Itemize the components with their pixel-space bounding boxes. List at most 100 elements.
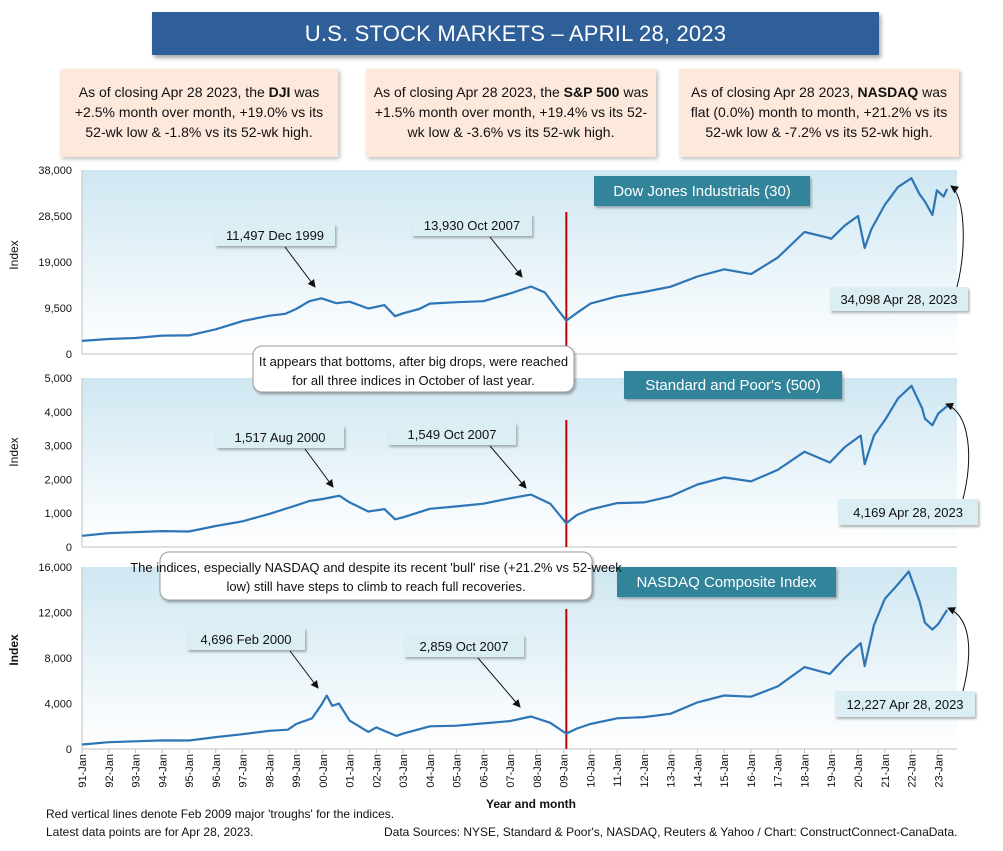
x-tick-label: 16-Jan	[746, 754, 758, 788]
nasdaq-annotation-arrow	[477, 657, 521, 708]
sp500-y-axis-label: Index	[7, 437, 21, 466]
dji-annotation-box	[412, 214, 532, 236]
sp500-y-tick-label: 3,000	[44, 441, 72, 453]
summary-sp500-post: was +1.5% month over month, +19.4% vs it…	[374, 84, 649, 140]
sp500-annotation-box	[216, 426, 344, 448]
footer-sources: Data Sources: NYSE, Standard & Poor's, N…	[384, 825, 958, 839]
x-tick-label: 98-Jan	[264, 754, 276, 788]
dji-y-tick-label: 19,000	[38, 257, 72, 269]
x-tick-label: 11-Jan	[612, 754, 624, 787]
dji-y-tick-label: 38,000	[38, 165, 72, 177]
x-tick-label: 00-Jan	[318, 754, 330, 788]
summary-dji-bold: DJI	[268, 84, 291, 100]
x-tick-label: 95-Jan	[184, 754, 196, 788]
sp500-annotation-box	[388, 423, 516, 445]
nasdaq-y-tick-label: 0	[66, 744, 72, 756]
x-tick-label: 97-Jan	[238, 754, 250, 788]
x-tick-label: 15-Jan	[719, 754, 731, 788]
sp500-annotation-arrow	[945, 402, 970, 500]
nasdaq-y-tick-label: 4,000	[44, 699, 72, 711]
sp500-y-tick-label: 4,000	[44, 407, 72, 419]
x-tick-label: 23-Jan	[933, 754, 945, 788]
nasdaq-series-line	[81, 570, 949, 746]
dji-annotation-box	[830, 287, 968, 311]
callout-bottoms-box	[252, 345, 575, 393]
summary-dji-post: was +2.5% month over month, +19.0% vs it…	[74, 84, 324, 140]
summary-dji-pre: As of closing Apr 28 2023, the	[78, 84, 269, 100]
x-tick-label: 07-Jan	[505, 754, 517, 788]
nasdaq-y-tick-label: 16,000	[38, 562, 72, 574]
sp500-title-box	[624, 371, 842, 399]
nasdaq-y-tick-label: 12,000	[38, 608, 72, 620]
sp500-y-tick-label: 0	[66, 542, 72, 554]
dji-y-axis-label: Index	[7, 240, 21, 269]
nasdaq-annotation-arrow	[947, 607, 970, 692]
x-tick-label: 12-Jan	[639, 754, 651, 788]
x-tick-label: 18-Jan	[799, 754, 811, 788]
dji-y-tick-label: 28,500	[38, 211, 72, 223]
dji-annotation-label: 13,930 Oct 2007	[424, 218, 520, 233]
sp500-annotation-arrow	[304, 448, 334, 488]
x-tick-label: 13-Jan	[666, 754, 678, 788]
sp500-annotation-box	[838, 499, 978, 525]
nasdaq-annotation-label: 2,859 Oct 2007	[420, 639, 509, 654]
footer-note-troughs: Red vertical lines denote Feb 2009 major…	[46, 807, 395, 821]
nasdaq-annotation-box	[187, 628, 305, 650]
dji-annotation-box	[215, 224, 335, 246]
dji-y-tick-label: 9,500	[44, 303, 72, 315]
sp500-y-tick-label: 2,000	[44, 474, 72, 486]
footer-note-latest: Latest data points are for Apr 28, 2023.	[46, 825, 254, 839]
x-tick-label: 01-Jan	[345, 754, 357, 788]
nasdaq-y-axis-label: Index	[7, 634, 21, 666]
callout-bottoms-text: for all three indices in October of last…	[292, 373, 535, 388]
dji-annotation-label: 34,098 Apr 28, 2023	[840, 292, 957, 307]
callout-recovery-text: low) still have steps to climb to reach …	[226, 579, 525, 594]
summary-sp500: As of closing Apr 28 2023, the S&P 500 w…	[366, 69, 656, 157]
sp500-annotation-label: 4,169 Apr 28, 2023	[853, 505, 963, 520]
x-tick-label: 91-Jan	[77, 754, 89, 788]
dji-chart-title: Dow Jones Industrials (30)	[613, 183, 791, 200]
sp500-series-line	[81, 384, 948, 537]
x-tick-label: 21-Jan	[880, 754, 892, 788]
nasdaq-annotation-box	[835, 691, 975, 717]
x-axis-label: Year and month	[486, 797, 576, 811]
x-tick-label: 99-Jan	[291, 754, 303, 788]
sp500-chart-title: Standard and Poor's (500)	[645, 377, 820, 394]
dji-y-tick-label: 0	[66, 349, 72, 361]
sp500-annotation-label: 1,549 Oct 2007	[408, 427, 497, 442]
x-tick-label: 94-Jan	[157, 754, 169, 788]
summary-sp500-bold: S&P 500	[563, 84, 620, 100]
x-tick-label: 17-Jan	[773, 754, 785, 788]
dji-series-line	[81, 177, 949, 342]
nasdaq-annotation-label: 4,696 Feb 2000	[200, 632, 291, 647]
dji-title-box	[594, 176, 810, 206]
x-tick-label: 08-Jan	[532, 754, 544, 788]
summary-nasdaq-post: was flat (0.0%) month to month, +21.2% v…	[690, 84, 948, 140]
x-tick-label: 14-Jan	[692, 754, 704, 788]
nasdaq-chart-title: NASDAQ Composite Index	[636, 574, 817, 591]
sp500-y-tick-label: 5,000	[44, 373, 72, 385]
x-tick-label: 19-Jan	[826, 754, 838, 788]
page-title: U.S. STOCK MARKETS – APRIL 28, 2023	[152, 12, 879, 55]
sp500-y-tick-label: 1,000	[44, 508, 72, 520]
x-tick-label: 93-Jan	[131, 754, 143, 788]
x-tick-label: 05-Jan	[452, 754, 464, 788]
sp500-annotation-arrow	[489, 445, 527, 489]
x-tick-label: 22-Jan	[907, 754, 919, 788]
x-tick-label: 04-Jan	[425, 754, 437, 788]
x-tick-label: 10-Jan	[585, 754, 597, 788]
x-tick-label: 06-Jan	[478, 754, 490, 788]
dji-annotation-arrow	[489, 236, 523, 278]
sp500-annotation-label: 1,517 Aug 2000	[234, 430, 325, 445]
summary-dji: As of closing Apr 28 2023, the DJI was +…	[60, 69, 338, 157]
nasdaq-annotation-label: 12,227 Apr 28, 2023	[846, 697, 963, 712]
nasdaq-title-box	[617, 567, 836, 597]
summary-nasdaq-pre: As of closing Apr 28 2023,	[690, 84, 858, 100]
x-tick-label: 09-Jan	[559, 754, 571, 788]
nasdaq-y-tick-label: 8,000	[44, 653, 72, 665]
dji-annotation-label: 11,497 Dec 1999	[226, 228, 324, 243]
nasdaq-annotation-arrow	[289, 650, 319, 689]
summary-nasdaq: As of closing Apr 28 2023, NASDAQ was fl…	[679, 69, 959, 157]
dji-annotation-arrow	[284, 246, 316, 288]
